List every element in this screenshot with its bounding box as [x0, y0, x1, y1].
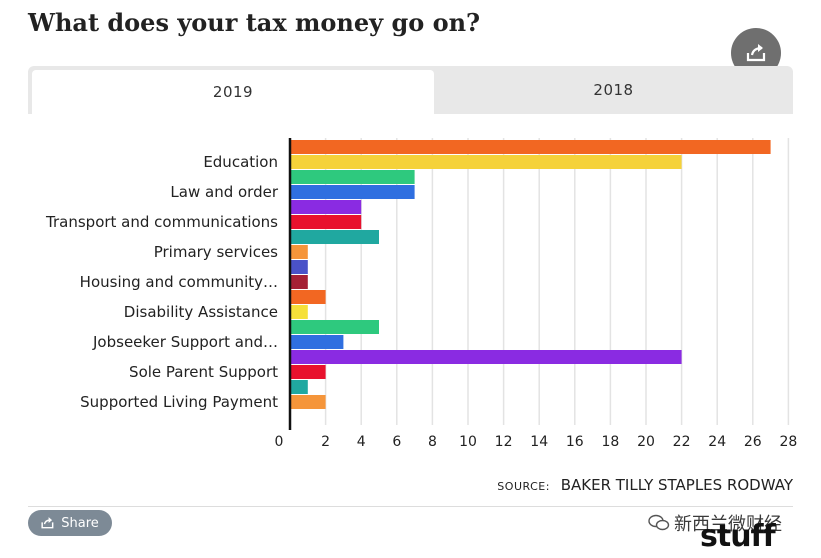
bar[interactable]: [291, 350, 682, 364]
category-label: Jobseeker Support and…: [92, 333, 278, 351]
bar[interactable]: [291, 335, 344, 349]
bar[interactable]: [291, 230, 379, 244]
bar[interactable]: [291, 275, 308, 289]
year-tabs: 2019 2018: [28, 66, 793, 114]
bar[interactable]: [291, 365, 326, 379]
bar[interactable]: [291, 245, 308, 259]
category-label: Sole Parent Support: [129, 363, 278, 381]
x-tick-label: 14: [530, 434, 548, 450]
x-tick-label: 6: [392, 434, 401, 450]
bar[interactable]: [291, 305, 308, 319]
chart-grid: [324, 138, 790, 425]
footer-divider: [28, 506, 793, 507]
tab-2018[interactable]: 2018: [593, 81, 634, 99]
bar[interactable]: [291, 290, 326, 304]
bar[interactable]: [291, 395, 326, 409]
category-label: Transport and communications: [45, 213, 278, 231]
bar-chart: Education Law and order Transport and comm…: [45, 138, 798, 450]
chart-title: What does your tax money go on?: [28, 8, 481, 37]
category-label: Law and order: [170, 183, 278, 201]
x-tick-label: 18: [601, 434, 619, 450]
watermark-text: 新西兰微财经: [674, 514, 782, 535]
category-labels: Education Law and order Transport and comm…: [45, 153, 279, 411]
category-label: Primary services: [154, 243, 278, 261]
share-icon: [41, 517, 54, 529]
stuff-logo: stuff: [700, 519, 776, 554]
x-tick-label: 24: [708, 434, 726, 450]
source-label: SOURCE:: [497, 480, 550, 493]
x-tick-label: 22: [673, 434, 691, 450]
bar[interactable]: [291, 380, 308, 394]
source-note: SOURCE: BAKER TILLY STAPLES RODWAY: [497, 476, 793, 494]
tab-2019[interactable]: 2019: [32, 70, 434, 114]
bar[interactable]: [291, 170, 415, 184]
x-tick-label: 2: [321, 434, 330, 450]
bar[interactable]: [291, 155, 682, 169]
share-button[interactable]: Share: [28, 510, 112, 536]
category-label: Supported Living Payment: [80, 393, 278, 411]
share-label: Share: [61, 515, 99, 531]
source-value: BAKER TILLY STAPLES RODWAY: [560, 476, 793, 494]
x-tick-label: 16: [566, 434, 584, 450]
x-tick-label: 26: [744, 434, 762, 450]
x-tick-label: 8: [428, 434, 437, 450]
category-label: Housing and community…: [80, 273, 278, 291]
x-tick-label: 0: [275, 434, 284, 450]
category-label: Education: [203, 153, 278, 171]
bar[interactable]: [291, 320, 379, 334]
x-tick-label: 10: [459, 434, 477, 450]
x-tick-labels: 0 2 4 6 8 10 12 14 16 18 20 22 24 26 28: [275, 434, 798, 450]
chart-bars: [291, 140, 771, 409]
bar[interactable]: [291, 215, 362, 229]
bar[interactable]: [291, 140, 771, 154]
bar[interactable]: [291, 260, 308, 274]
share-icon: [746, 44, 766, 62]
bar[interactable]: [291, 200, 362, 214]
x-tick-label: 28: [779, 434, 797, 450]
x-tick-label: 4: [357, 434, 366, 450]
x-tick-label: 12: [495, 434, 513, 450]
category-label: Disability Assistance: [124, 303, 278, 321]
wechat-icon: [648, 514, 670, 531]
x-tick-label: 20: [637, 434, 655, 450]
bar[interactable]: [291, 185, 415, 199]
watermark: 新西兰微财经: [648, 510, 782, 536]
